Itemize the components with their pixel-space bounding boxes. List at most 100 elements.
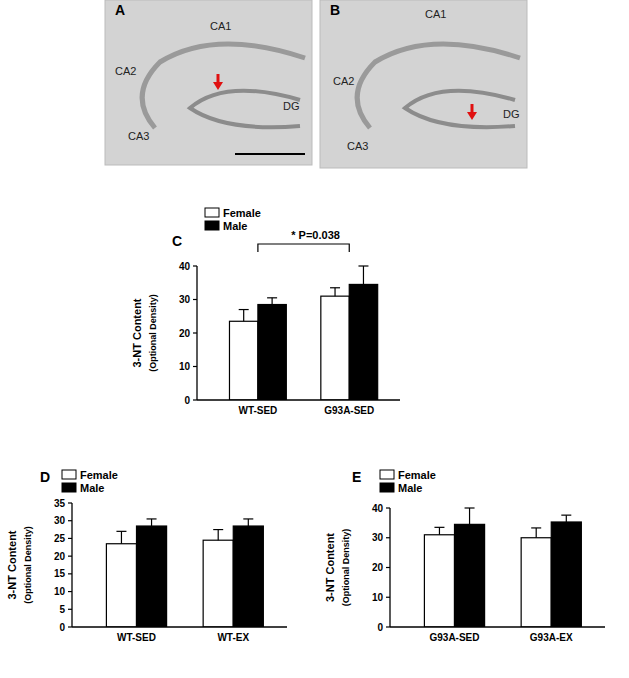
error-bar <box>239 310 249 322</box>
panel-label: A <box>115 2 125 18</box>
y-tick-label: 0 <box>377 622 383 633</box>
background <box>0 0 629 678</box>
x-tick-label: WT-SED <box>238 405 277 416</box>
annotation: * P=0.038 <box>291 229 340 241</box>
error-stem <box>334 288 335 296</box>
bar <box>137 526 167 627</box>
x-tick-label: G93A-SED <box>324 405 374 416</box>
bar-chart: C0102030403-NT Content(Optional Density)… <box>131 207 400 416</box>
error-stem <box>536 528 537 538</box>
y-tick-label: 0 <box>184 395 190 406</box>
error-bar <box>531 528 541 538</box>
error-cap <box>147 518 157 519</box>
y-tick-label: 10 <box>372 592 384 603</box>
bar <box>321 296 349 400</box>
error-stem <box>566 515 567 522</box>
dg-layer <box>405 91 515 128</box>
bars <box>229 266 377 400</box>
bar <box>229 321 257 400</box>
x-axis <box>197 399 400 400</box>
arrow-head <box>213 82 223 90</box>
error-stem <box>363 266 364 284</box>
significance-bracket <box>258 244 349 252</box>
error-stem <box>248 519 249 526</box>
y-axis-label: (Optional Density) <box>23 526 33 604</box>
bar-chart: D051015202530353-NT Content(Optional Den… <box>6 469 287 643</box>
region-label: DG <box>283 100 300 112</box>
legend-swatch <box>380 470 394 479</box>
legend-swatch <box>380 483 394 492</box>
x-tick-label: G93A-EX <box>530 632 573 643</box>
error-bar <box>267 298 277 305</box>
micrograph <box>320 0 527 168</box>
y-tick-label: 30 <box>179 294 191 305</box>
error-bar <box>213 530 223 541</box>
error-cap <box>243 518 253 519</box>
micrograph-background <box>105 0 312 165</box>
x-tick-label: WT-SED <box>117 632 156 643</box>
x-axis <box>390 626 605 627</box>
error-stem <box>272 298 273 305</box>
error-cap <box>330 287 340 288</box>
region-label: CA1 <box>210 20 231 32</box>
y-tick-label: 35 <box>54 498 66 509</box>
legend-label: Female <box>223 207 261 219</box>
error-cap <box>116 531 126 532</box>
panel-label: C <box>172 233 182 249</box>
error-cap <box>267 297 277 298</box>
micrograph-frame <box>105 0 312 165</box>
legend-label: Male <box>80 482 104 494</box>
y-axis-label: (Optional Density) <box>341 529 351 607</box>
error-cap <box>531 527 541 528</box>
region-label: DG <box>503 108 520 120</box>
bars <box>106 519 263 627</box>
y-axis-label: 3-NT Content <box>324 533 336 602</box>
ca-layer <box>357 44 520 128</box>
legend-swatch <box>62 470 76 479</box>
y-axis-label: 3-NT Content <box>6 530 18 599</box>
bar <box>233 526 263 627</box>
dg-layer <box>190 91 300 128</box>
y-tick-label: 20 <box>179 328 191 339</box>
scale-bar <box>235 153 305 155</box>
y-tick-label: 30 <box>54 515 66 526</box>
bar <box>455 524 485 627</box>
panel-label: E <box>352 469 361 485</box>
error-cap <box>434 527 444 528</box>
y-axis <box>71 503 72 627</box>
y-tick-label: 0 <box>59 622 65 633</box>
error-bar <box>330 288 340 296</box>
x-tick-label: G93A-SED <box>429 632 479 643</box>
y-tick-label: 20 <box>54 551 66 562</box>
arrow-head <box>467 112 477 120</box>
y-axis-label: 3-NT Content <box>131 298 143 367</box>
panel-label: D <box>40 469 50 485</box>
bar-chart: E0102030403-NT Content(Optional Density)… <box>324 469 605 643</box>
y-tick-label: 25 <box>54 533 66 544</box>
bar <box>521 538 551 627</box>
region-label: CA3 <box>128 130 149 142</box>
y-axis-label: (Optional Density) <box>148 294 158 372</box>
error-stem <box>469 508 470 524</box>
error-bar <box>147 519 157 526</box>
micrograph <box>105 0 312 165</box>
legend-label: Male <box>398 482 422 494</box>
error-bar <box>434 527 444 534</box>
y-tick-label: 30 <box>372 532 384 543</box>
legend-label: Male <box>223 220 247 232</box>
x-axis <box>72 626 287 627</box>
figure: ACA1CA2CA3DGBCA1CA2CA3DGC0102030403-NT C… <box>0 0 629 678</box>
panel-label: B <box>330 2 340 18</box>
bar <box>349 284 377 400</box>
y-tick-label: 20 <box>372 562 384 573</box>
error-bar <box>116 531 126 543</box>
region-label: CA2 <box>333 75 354 87</box>
bar <box>258 305 286 400</box>
error-stem <box>151 519 152 526</box>
bar <box>203 540 233 627</box>
y-axis <box>389 508 390 627</box>
legend-swatch <box>205 221 219 230</box>
y-tick-label: 15 <box>54 568 66 579</box>
error-cap <box>561 515 571 516</box>
error-bar <box>561 515 571 522</box>
